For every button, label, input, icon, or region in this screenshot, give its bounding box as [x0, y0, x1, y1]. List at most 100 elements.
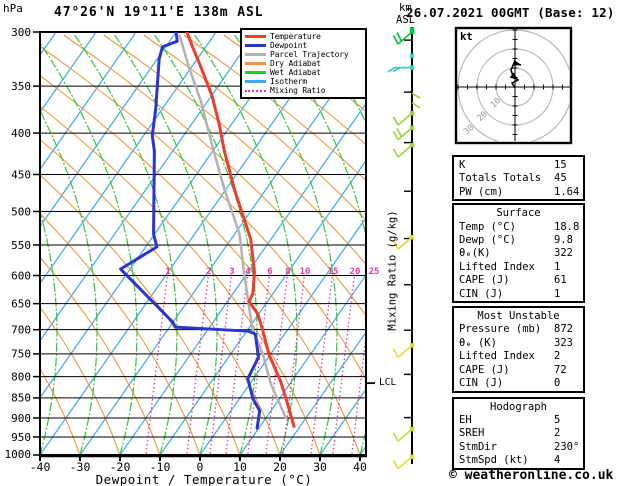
stat-label: θₑ(K)	[459, 247, 491, 260]
dewpoint-curve	[119, 32, 262, 430]
stat-row: Temp (°C) 18.8	[459, 221, 583, 234]
pressure-tick-label: 300	[11, 26, 31, 39]
legend-swatch	[245, 80, 266, 83]
stats-box-header: Hodograph	[490, 400, 547, 413]
legend-swatch	[245, 53, 266, 56]
temp-tick-label: 20	[273, 460, 287, 474]
hodograph-arrow	[509, 72, 518, 80]
wind-barb	[387, 65, 415, 73]
pressure-tick-label: 850	[11, 392, 31, 405]
legend-swatch	[245, 44, 266, 47]
stats-box-header: Surface	[496, 207, 541, 220]
pressure-axis-unit: hPa	[3, 2, 23, 15]
stat-row: Pressure (mb) 872	[459, 323, 583, 336]
hodograph-unit-label: kt	[460, 31, 473, 43]
legend-label: Temperature	[270, 32, 321, 41]
stat-value: 1.64	[554, 185, 580, 198]
mixing-ratio-value: 2	[206, 267, 211, 277]
stat-label: Temp (°C)	[459, 220, 516, 233]
stat-label: Lifted Index	[459, 350, 535, 363]
stats-box: Hodograph EH 5 SREH 2 StmDir 230° StmSpd (kt) 4	[452, 396, 585, 470]
stat-row: θₑ (K) 323	[459, 337, 583, 350]
legend-label: Dry Adiabat	[270, 59, 321, 68]
mixing-ratio-value: 6	[267, 267, 272, 277]
mixing-ratio-value: 1	[165, 267, 170, 277]
stat-row: Lifted Index 1	[459, 261, 583, 274]
altitude-axis-unit-asl: ASL	[396, 14, 415, 26]
stat-label: StmSpd (kt)	[459, 454, 529, 467]
temp-tick-label: 0	[197, 460, 204, 474]
hodograph-arrow	[512, 59, 521, 66]
stat-value: 18.8	[554, 220, 580, 233]
pressure-tick-label: 500	[11, 205, 31, 218]
wind-barb	[392, 343, 415, 359]
temperature-curve	[185, 32, 296, 428]
wind-barb	[392, 142, 415, 158]
pressure-tick-label: 450	[11, 168, 31, 181]
legend-box: Temperature Dewpoint Parcel Trajectory Dry …	[240, 28, 367, 99]
mixing-ratio-lines: 1 2 3 4 6 8 10 15 20 25	[145, 267, 379, 455]
temp-tick-label: 40	[353, 460, 367, 474]
stat-label: EH	[459, 413, 472, 426]
stat-label: Dewp (°C)	[459, 234, 516, 247]
stat-label: StmDir	[459, 440, 497, 453]
sounding-curves	[119, 32, 296, 430]
legend-item: Temperature	[245, 32, 365, 41]
stat-label: SREH	[459, 427, 485, 440]
stat-value: 322	[554, 247, 573, 260]
temp-tick-label: -20	[110, 460, 131, 474]
wind-barb	[411, 102, 421, 109]
stat-label: PW (cm)	[459, 185, 504, 198]
stat-row: CIN (J) 1	[459, 288, 583, 301]
stat-label: Lifted Index	[459, 260, 535, 273]
legend-item: Parcel Trajectory	[245, 50, 365, 59]
stat-value: 0	[554, 377, 561, 390]
wind-barb	[411, 92, 421, 99]
wind-barb	[409, 53, 415, 59]
wind-barb	[392, 454, 415, 470]
stat-label: CIN (J)	[459, 287, 504, 300]
pressure-tick-label: 750	[11, 348, 31, 361]
stats-box: Surface Temp (°C) 18.8 Dewp (°C) 9.8 θₑ(K) 322…	[452, 203, 585, 304]
parcel-trajectory-curve	[178, 34, 287, 419]
wind-barb	[392, 110, 415, 126]
stat-row: SREH 2	[459, 427, 583, 440]
stat-value: 1	[554, 260, 561, 273]
mixing-ratio-value: 20	[350, 267, 361, 277]
stats-box: K 15 Totals Totals 45 PW (cm) 1.64	[452, 155, 585, 202]
stat-row: CAPE (J) 72	[459, 364, 583, 377]
wind-barb	[392, 426, 415, 442]
pressure-tick-label: 600	[11, 269, 31, 282]
copyright-credit: © weatheronline.co.uk	[449, 468, 614, 483]
stat-row: Dewp (°C) 9.8	[459, 234, 583, 247]
legend-item: Dry Adiabat	[245, 59, 365, 68]
stat-row: θₑ(K) 322	[459, 247, 583, 260]
temperature-axis: -40 -30 -20 -10 0 10 20 30 40 Dewpoint / Temperat…	[30, 455, 367, 486]
legend-label: Wet Adiabat	[270, 68, 321, 77]
stat-value: 5	[554, 413, 561, 426]
pressure-tick-label: 400	[11, 127, 31, 140]
stat-value: 72	[554, 363, 567, 376]
pressure-tick-label: 350	[11, 80, 31, 93]
wind-barb	[409, 27, 415, 32]
mixing-ratio-value: 8	[285, 267, 290, 277]
legend-label: Dewpoint	[270, 41, 307, 50]
pressure-tick-label: 900	[11, 412, 31, 425]
stat-value: 2	[554, 350, 561, 363]
indices-panel: K 15 Totals Totals 45 PW (cm) 1.64 Surface Temp…	[452, 155, 585, 470]
plot-border	[39, 31, 367, 456]
stat-label: θₑ (K)	[459, 336, 497, 349]
pressure-tick-label: 700	[11, 323, 31, 336]
temp-tick-label: 30	[313, 460, 327, 474]
wind-barb	[392, 125, 415, 141]
stat-row: StmDir 230°	[459, 441, 583, 454]
legend-item: Isotherm	[245, 77, 365, 86]
mixing-ratio-value: 4	[245, 267, 251, 277]
stat-label: Pressure (mb)	[459, 323, 542, 336]
stat-value: 2	[554, 427, 561, 440]
pressure-tick-label: 550	[11, 239, 31, 252]
stat-label: K	[459, 159, 466, 171]
temp-tick-label: -40	[30, 460, 51, 474]
lcl-label: LCL	[379, 377, 397, 388]
